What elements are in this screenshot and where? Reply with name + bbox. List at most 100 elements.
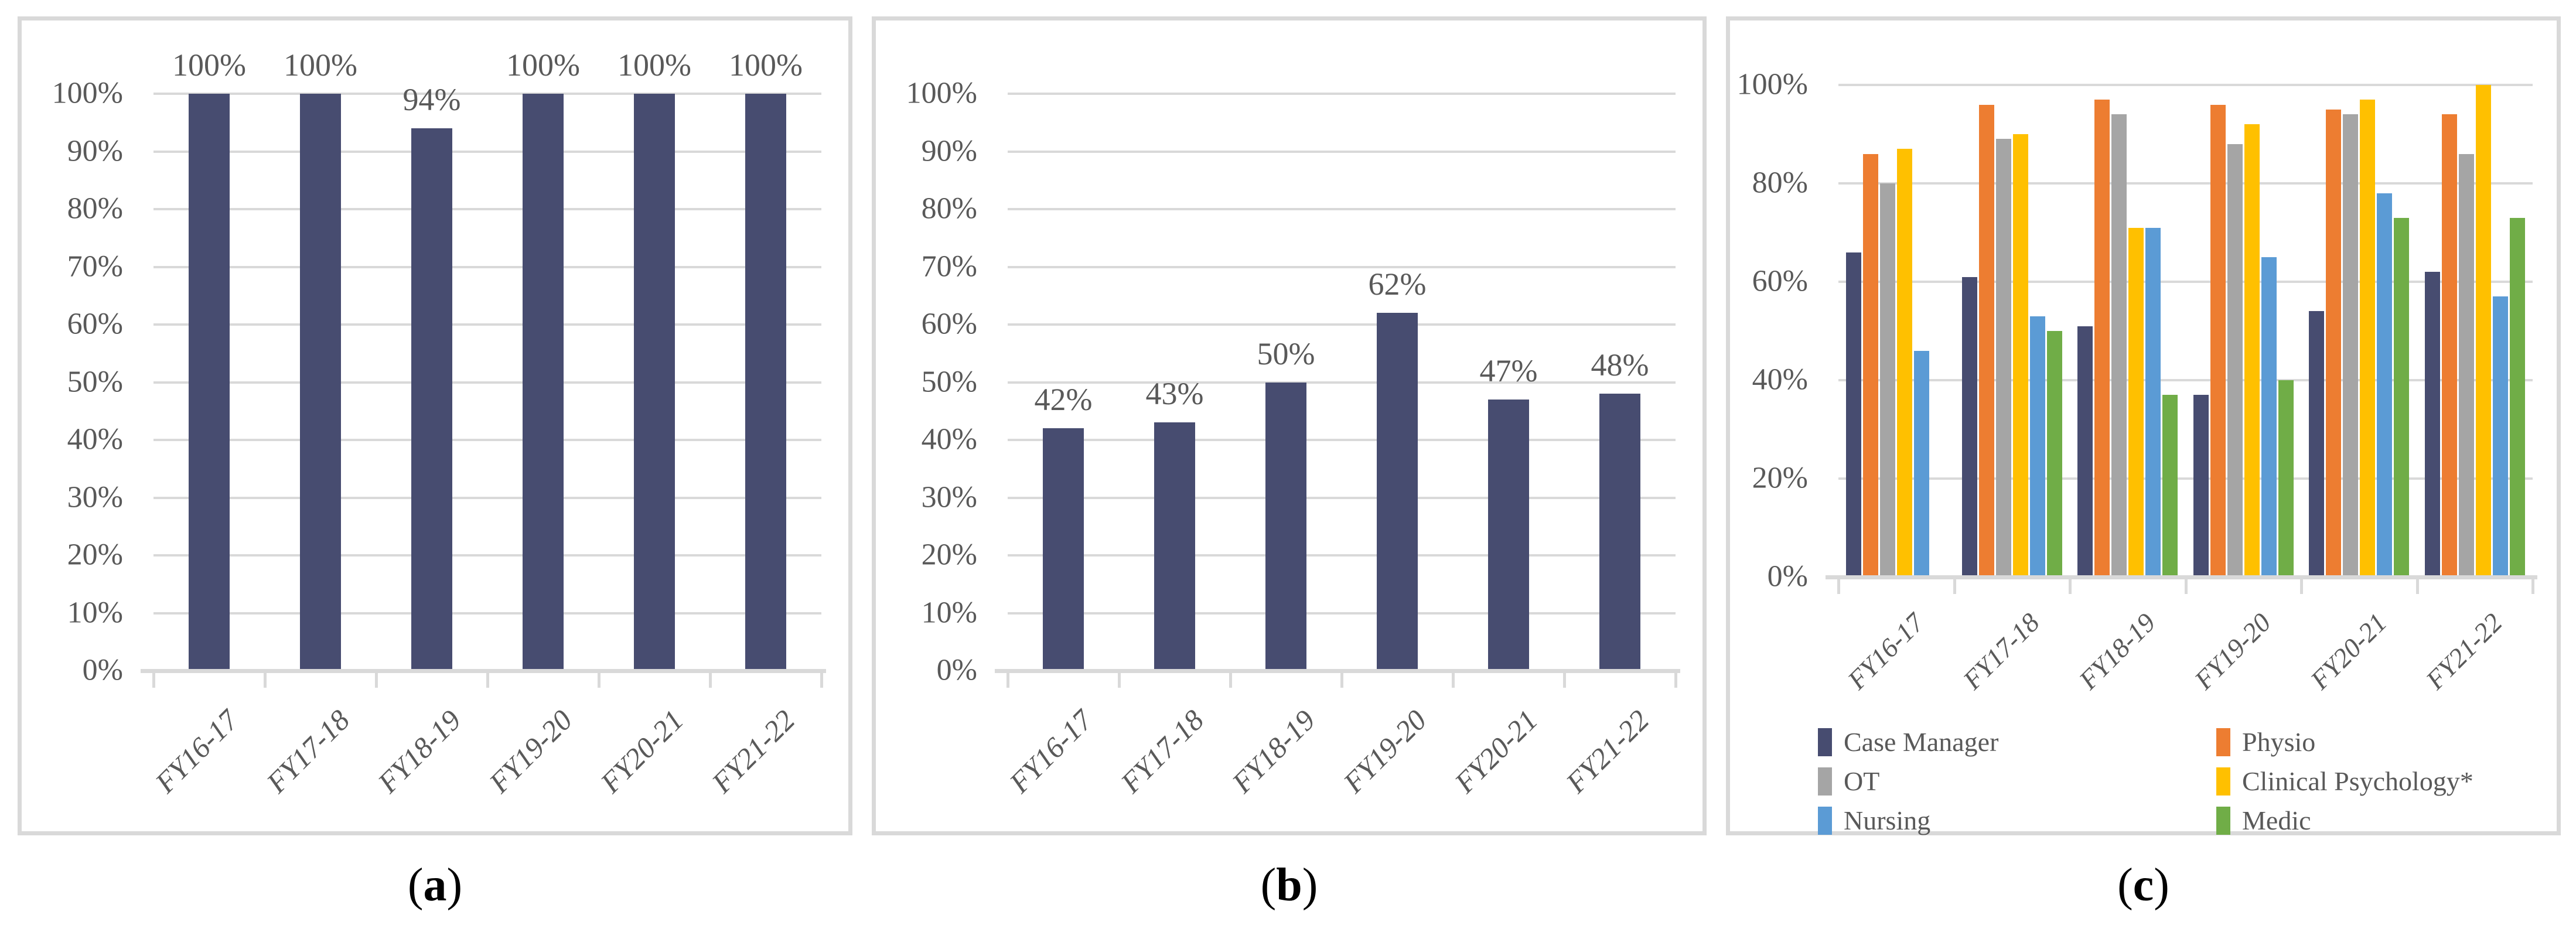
bar-physio-fy16-17 <box>1863 153 1879 577</box>
x-tick-label-fy17-18: FY17-18 <box>260 703 356 800</box>
x-tick-label-fy18-19: FY18-19 <box>2073 607 2161 695</box>
caption-c-letter: c <box>2133 859 2154 911</box>
axis-tick <box>1118 672 1121 688</box>
axis-tick <box>2069 579 2072 594</box>
y-tick-label-50: 50% <box>921 364 977 398</box>
gridline-20 <box>1008 554 1676 557</box>
legend-label-clinical-psychology: Clinical Psychology* <box>2242 766 2473 796</box>
gridline-50 <box>1008 381 1676 384</box>
y-tick-label-0: 0% <box>1767 559 1808 593</box>
y-tick-label-100: 100% <box>52 76 123 110</box>
bar-physio-fy18-19 <box>2094 100 2110 577</box>
gridline-100 <box>1838 84 2533 86</box>
x-tick-label-fy19-20: FY19-20 <box>1336 703 1433 800</box>
x-tick-label-fy20-21: FY20-21 <box>2304 607 2393 695</box>
bar-fy18-19 <box>411 128 452 671</box>
bar-case-manager-fy18-19 <box>2077 326 2093 577</box>
gridline-100 <box>1008 93 1676 95</box>
axis-tick <box>1953 579 1956 594</box>
bar-value-label-fy17-18: 43% <box>1145 376 1204 412</box>
legend-label-medic: Medic <box>2242 805 2311 835</box>
y-tick-label-100: 100% <box>1736 67 1808 101</box>
bar-ot-fy19-20 <box>2227 144 2243 577</box>
y-tick-label-20: 20% <box>1752 461 1808 495</box>
bar-physio-fy21-22 <box>2441 114 2457 577</box>
x-tick-label-fy21-22: FY21-22 <box>1559 703 1656 800</box>
bar-clinical-psychology-fy21-22 <box>2475 85 2491 577</box>
gridline-20 <box>153 554 821 557</box>
y-tick-label-0: 0% <box>82 653 123 687</box>
bar-clinical-psychology-fy20-21 <box>2360 100 2376 577</box>
bar-fy19-20 <box>523 94 564 671</box>
bar-fy21-22 <box>1599 394 1640 671</box>
x-axis-labels: FY16-17 FY17-18 FY18-19 FY19-20 FY20-21 FY21-… <box>1837 579 2534 755</box>
y-tick-label-20: 20% <box>921 538 977 572</box>
y-tick-label-30: 30% <box>67 480 123 514</box>
gridline-80 <box>1838 182 2533 185</box>
y-tick-label-40: 40% <box>1752 363 1808 397</box>
legend-item-case-manager: Case Manager <box>1818 726 2216 757</box>
y-tick-label-80: 80% <box>921 192 977 226</box>
legend-swatch-case-manager-icon <box>1818 728 1832 756</box>
gridline-50 <box>153 381 821 384</box>
caption-a-letter: a <box>423 859 447 911</box>
gridline-40 <box>153 439 821 441</box>
gridline-70 <box>153 265 821 268</box>
axis-tick <box>598 672 601 688</box>
bar-physio-fy17-18 <box>1978 104 1994 577</box>
bar-value-label-fy18-19: 50% <box>1257 336 1315 371</box>
gridline-40 <box>1838 379 2533 381</box>
bar-fy18-19 <box>1265 382 1306 671</box>
y-tick-label-90: 90% <box>921 134 977 168</box>
bar-medic-fy20-21 <box>2394 217 2410 577</box>
gridline-20 <box>1838 477 2533 480</box>
bar-case-manager-fy19-20 <box>2193 395 2209 577</box>
bar-ot-fy20-21 <box>2343 114 2359 577</box>
gridline-60 <box>1008 323 1676 326</box>
bar-fy20-21 <box>1488 400 1529 671</box>
gridline-10 <box>153 612 821 614</box>
legend-item-clinical-psychology: Clinical Psychology* <box>2216 766 2530 797</box>
bar-value-label-fy16-17: 100% <box>172 47 246 83</box>
bar-value-label-fy21-22: 100% <box>729 47 803 83</box>
bar-clinical-psychology-fy18-19 <box>2128 227 2144 577</box>
axis-tick <box>486 672 489 688</box>
bar-case-manager-fy20-21 <box>2309 311 2325 577</box>
y-tick-label-30: 30% <box>921 480 977 514</box>
plot-area: 0% 10% 20% 30% 40% 50% 60% 70% 80% 90% 100% 100% 100… <box>52 47 826 687</box>
axis-tick <box>264 672 267 688</box>
x-tick-label-fy17-18: FY17-18 <box>1957 607 2046 695</box>
legend-label-case-manager: Case Manager <box>1844 727 1999 757</box>
bar-fy17-18 <box>300 94 341 671</box>
bar-medic-fy17-18 <box>2046 331 2062 577</box>
bar-fy17-18 <box>1154 422 1195 671</box>
y-tick-label-80: 80% <box>1752 166 1808 200</box>
x-axis-line <box>995 669 1680 673</box>
axis-tick <box>709 672 712 688</box>
x-tick-label-fy16-17: FY16-17 <box>1841 607 1930 695</box>
bar-value-label-fy18-19: 94% <box>402 82 461 118</box>
caption-a-open-paren: ( <box>407 859 424 911</box>
legend-item-ot: OT <box>1818 766 2216 797</box>
caption-b-letter: b <box>1276 859 1302 911</box>
caption-c-open-paren: ( <box>2117 859 2133 911</box>
legend-label-ot: OT <box>1844 766 1880 796</box>
bar-physio-fy19-20 <box>2210 104 2226 577</box>
bar-clinical-psychology-fy16-17 <box>1897 149 1913 577</box>
y-tick-label-60: 60% <box>921 307 977 341</box>
caption-a: (a) <box>18 859 852 912</box>
legend: Case Manager Physio OT Clinical Psychology*… <box>1818 726 2530 836</box>
bar-nursing-fy17-18 <box>2029 316 2045 577</box>
axis-tick <box>2531 579 2534 594</box>
caption-c-close-paren: ) <box>2154 859 2169 911</box>
y-tick-label-100: 100% <box>906 76 977 110</box>
bar-case-manager-fy17-18 <box>1961 276 1977 577</box>
caption-c: (c) <box>1726 859 2561 912</box>
chart-panel-c: 0% 20% 40% 60% 80% 100% FY16-17 FY17-18 FY18-19 F… <box>1726 16 2561 835</box>
axis-tick <box>2184 579 2188 594</box>
axis-tick <box>2300 579 2303 594</box>
x-tick-label-fy19-20: FY19-20 <box>2189 607 2277 695</box>
gridline-10 <box>1008 612 1676 614</box>
gridline-90 <box>1008 150 1676 153</box>
x-tick-label-fy19-20: FY19-20 <box>482 703 579 800</box>
